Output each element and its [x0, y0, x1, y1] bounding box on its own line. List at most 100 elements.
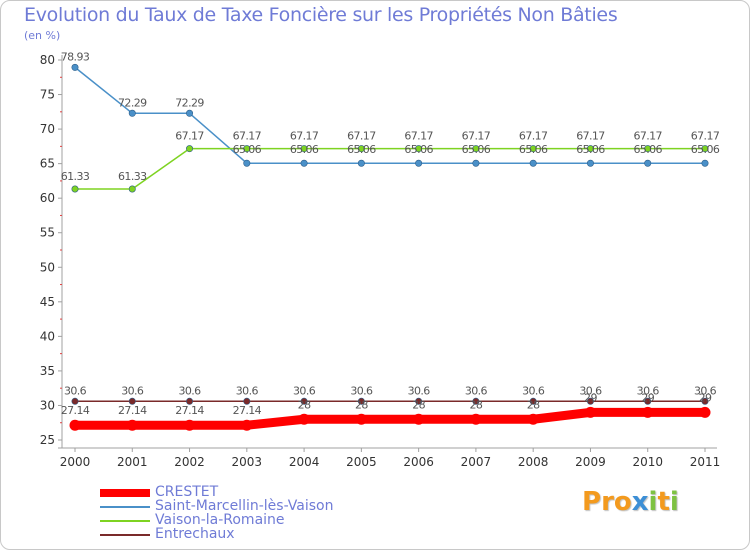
data-label: 28 — [470, 398, 483, 411]
data-point — [701, 397, 709, 405]
data-point — [243, 159, 251, 167]
data-point — [472, 397, 480, 405]
data-label: 65.06 — [347, 143, 376, 156]
data-point — [472, 159, 480, 167]
y-tick-label: 55 — [40, 226, 55, 240]
y-tick-label: 30 — [40, 398, 55, 412]
proxiti-logo: Proxiti — [582, 487, 679, 517]
data-label: 67.17 — [347, 130, 376, 143]
x-tick-label: 2007 — [461, 455, 492, 469]
data-label: 65.06 — [576, 143, 605, 156]
x-tick-label: 2000 — [60, 455, 91, 469]
data-point — [128, 109, 136, 117]
data-label: 27.14 — [175, 404, 204, 417]
data-label: 30.6 — [121, 384, 144, 397]
data-point — [415, 145, 423, 153]
x-tick-label: 2008 — [518, 455, 549, 469]
data-point — [298, 413, 310, 425]
data-label: 27.14 — [233, 404, 262, 417]
data-point — [300, 145, 308, 153]
legend-swatch — [100, 520, 150, 522]
data-label: 27.14 — [61, 404, 90, 417]
legend-label: Saint-Marcellin-lès-Vaison — [155, 498, 334, 514]
data-label: 65.06 — [519, 143, 548, 156]
data-point — [71, 185, 79, 193]
data-point — [243, 145, 251, 153]
data-point — [69, 419, 81, 431]
x-tick-label: 2003 — [232, 455, 263, 469]
legend-swatch — [100, 489, 150, 497]
data-point — [415, 397, 423, 405]
y-tick-label: 35 — [40, 364, 55, 378]
data-point — [644, 145, 652, 153]
legend-swatch — [100, 534, 150, 536]
data-label: 30.6 — [236, 384, 259, 397]
data-point — [644, 159, 652, 167]
data-point — [128, 397, 136, 405]
y-tick-label: 80 — [40, 53, 55, 67]
data-point — [357, 159, 365, 167]
data-point — [357, 145, 365, 153]
data-label: 72.29 — [175, 96, 204, 109]
data-point — [586, 159, 594, 167]
data-label: 30.6 — [64, 384, 87, 397]
data-point — [529, 145, 537, 153]
logo-text: Proxiti — [582, 487, 679, 517]
x-tick-label: 2004 — [289, 455, 320, 469]
data-label: 30.6 — [637, 384, 660, 397]
data-label: 30.6 — [694, 384, 717, 397]
data-label: 67.17 — [576, 130, 605, 143]
data-point — [699, 406, 711, 418]
data-point — [128, 185, 136, 193]
data-label: 67.17 — [404, 130, 433, 143]
data-label: 61.33 — [118, 170, 147, 183]
data-label: 29 — [699, 391, 712, 404]
data-label: 65.06 — [633, 143, 662, 156]
data-label: 29 — [641, 391, 654, 404]
data-label: 30.6 — [408, 384, 431, 397]
data-label: 65.06 — [462, 143, 491, 156]
y-tick-label: 75 — [40, 88, 55, 102]
data-point — [186, 145, 194, 153]
data-point — [413, 413, 425, 425]
data-point — [186, 397, 194, 405]
x-tick-label: 2011 — [690, 455, 721, 469]
y-tick-label: 45 — [40, 295, 55, 309]
y-tick-label: 70 — [40, 122, 55, 136]
data-label: 72.29 — [118, 96, 147, 109]
x-tick-label: 2010 — [632, 455, 663, 469]
x-tick-label: 2005 — [346, 455, 377, 469]
series-line-2 — [74, 147, 706, 190]
data-point — [300, 397, 308, 405]
data-point — [241, 419, 253, 431]
data-point — [243, 397, 251, 405]
y-tick-label: 50 — [40, 260, 55, 274]
data-point — [701, 159, 709, 167]
data-point — [527, 413, 539, 425]
data-point — [529, 397, 537, 405]
data-point — [186, 109, 194, 117]
series-line-0 — [70, 407, 710, 430]
data-label: 28 — [412, 398, 425, 411]
data-point — [529, 159, 537, 167]
data-point — [300, 159, 308, 167]
data-label: 78.93 — [61, 50, 90, 63]
data-point — [126, 419, 138, 431]
data-label: 65.06 — [233, 143, 262, 156]
data-label: 27.14 — [118, 404, 147, 417]
data-label: 30.6 — [350, 384, 373, 397]
data-label: 30.6 — [579, 384, 602, 397]
data-point — [470, 413, 482, 425]
data-point — [586, 397, 594, 405]
data-label: 61.33 — [61, 170, 90, 183]
data-label: 67.17 — [233, 130, 262, 143]
series-line-1 — [74, 66, 706, 164]
data-point — [584, 406, 596, 418]
data-label: 65.06 — [290, 143, 319, 156]
data-label: 67.17 — [519, 130, 548, 143]
data-point — [642, 406, 654, 418]
data-label: 30.6 — [522, 384, 545, 397]
data-label: 28 — [355, 398, 368, 411]
